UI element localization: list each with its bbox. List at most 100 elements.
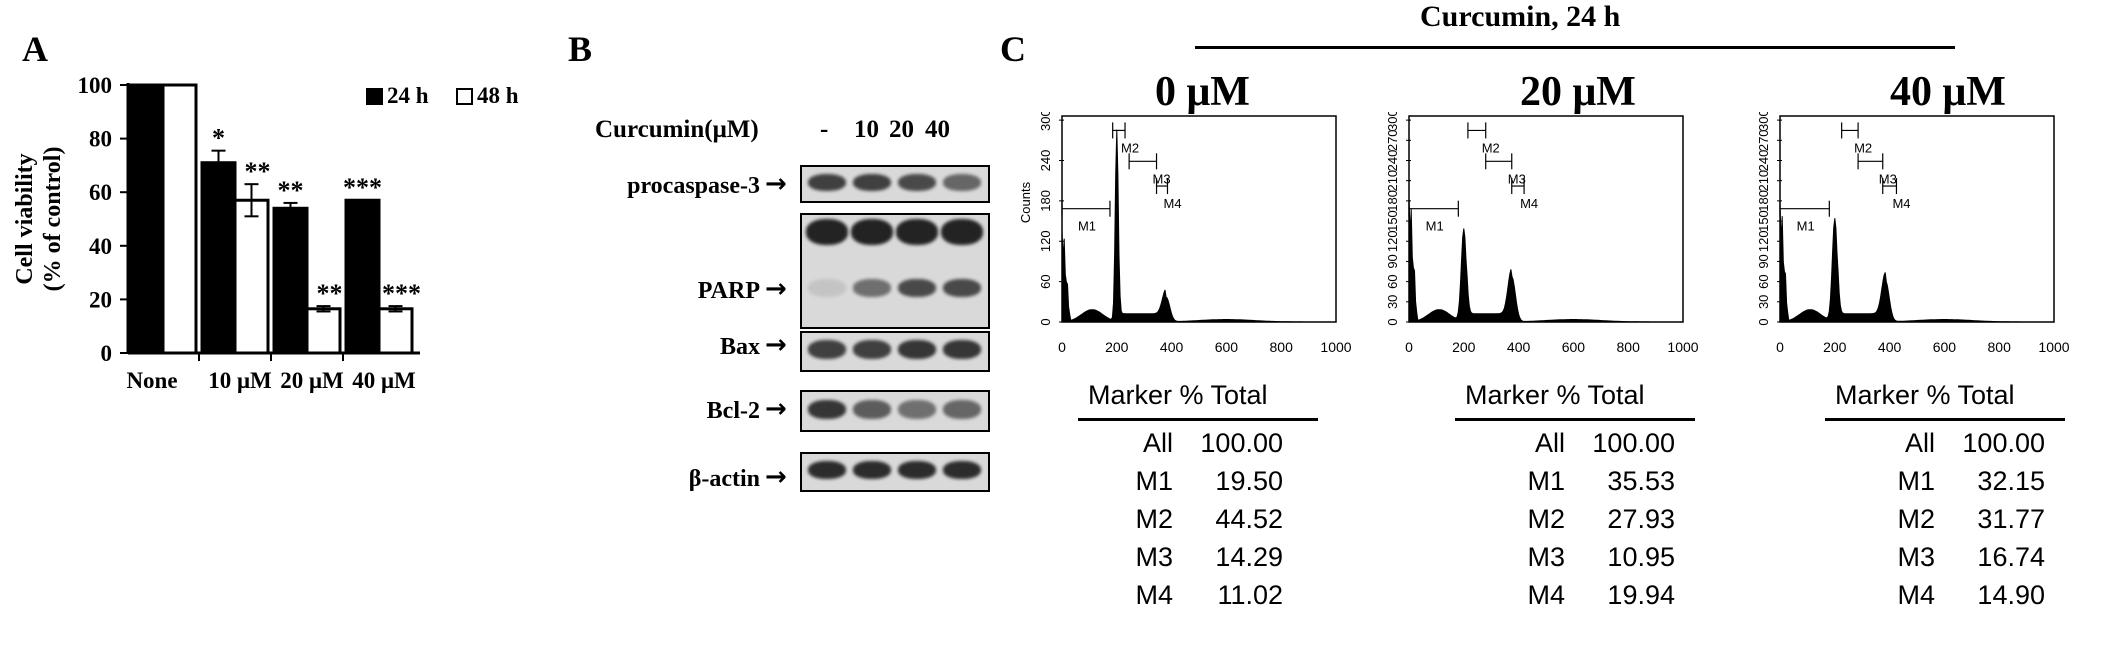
x-tick-label: 200 xyxy=(1105,339,1129,355)
y-tick-label: 180 xyxy=(1756,190,1771,212)
arrow-icon: → xyxy=(765,274,787,304)
stats-value: 11.02 xyxy=(1217,580,1283,610)
y-tick-label: 270 xyxy=(1756,129,1771,151)
blot-band xyxy=(898,400,936,419)
histogram-trace xyxy=(1408,198,1683,323)
y-tick-label: 100 xyxy=(78,73,113,98)
stats-rule xyxy=(1825,418,2065,421)
bar xyxy=(128,83,165,355)
blot-band xyxy=(808,400,846,419)
blot-band xyxy=(808,461,846,479)
blot-label: β-actin xyxy=(688,466,760,492)
blot-band xyxy=(941,219,983,245)
plot-frame xyxy=(1408,115,1684,323)
significance-label: *** xyxy=(382,279,421,308)
x-tick-label: 800 xyxy=(1988,339,2012,355)
arrow-icon: → xyxy=(765,394,787,424)
blot-band xyxy=(943,461,981,479)
stats-value: 16.74 xyxy=(1977,542,2045,572)
y-tick-label: 0 xyxy=(101,341,113,366)
blot-band xyxy=(943,340,981,359)
marker-label: M1 xyxy=(1078,219,1096,234)
marker-label: M2 xyxy=(1854,140,1872,155)
histogram-plot: M1 M2 M3 M4 xyxy=(1777,115,2055,323)
x-tick-label: 1000 xyxy=(2038,339,2069,355)
lane-label: 20 xyxy=(889,116,914,143)
stats-rule xyxy=(1078,418,1318,421)
y-tick-label: 120 xyxy=(1385,230,1400,252)
stats-marker: M1 xyxy=(1897,466,1935,496)
blot-band xyxy=(808,279,846,297)
histogram-x-axis: 0 200 400 600 800 1000 xyxy=(1776,339,2070,355)
stats-marker: M3 xyxy=(1897,542,1935,572)
stats-marker: All xyxy=(1534,428,1565,458)
x-tick-label: 800 xyxy=(1617,339,1641,355)
histogram-x-axis: 0 200 400 600 800 1000 xyxy=(1058,339,1352,355)
y-tick-label: 210 xyxy=(1756,170,1771,192)
marker-label: M2 xyxy=(1482,140,1500,155)
stats-marker: M2 xyxy=(1897,504,1935,534)
bar xyxy=(377,307,414,355)
stats-marker: All xyxy=(1142,428,1173,458)
stats-marker: M4 xyxy=(1135,580,1173,610)
marker-stats-table: Marker % Total All 100.00 M1 32.15 M2 31.77 M3 1… xyxy=(1825,380,2095,670)
blot-band xyxy=(853,340,891,359)
blot-label: Bcl-2 xyxy=(706,398,760,424)
y-axis-label-line2: (% of control) xyxy=(40,147,66,292)
lane-label: - xyxy=(820,116,829,143)
y-tick-label: 120 xyxy=(1756,230,1771,252)
blot-label: Bax xyxy=(719,334,760,360)
y-tick-label: 300 xyxy=(1038,112,1053,131)
panel-a-letter: A xyxy=(22,29,48,69)
x-tick-label: 40 μM xyxy=(352,368,416,393)
bar xyxy=(233,198,270,355)
stats-marker: M3 xyxy=(1527,542,1565,572)
stats-rule xyxy=(1455,418,1695,421)
stats-value: 14.29 xyxy=(1215,542,1283,572)
bar xyxy=(305,307,342,355)
arrow-icon: → xyxy=(765,330,787,360)
panel-c-title: Curcumin, 24 h xyxy=(1420,0,1621,33)
curcumin-header-label: Curcumin(μM) xyxy=(595,116,759,143)
title-rule xyxy=(1195,46,1955,49)
y-tick-label: 210 xyxy=(1385,170,1400,192)
stats-value: 19.94 xyxy=(1607,580,1675,610)
panel-b-letter: B xyxy=(568,29,593,69)
stats-value: 19.50 xyxy=(1215,466,1283,496)
x-tick-label: 20 μM xyxy=(280,368,344,393)
y-tick-label: 240 xyxy=(1385,150,1400,172)
plot-frame xyxy=(1779,115,2055,323)
stats-value: 31.77 xyxy=(1977,504,2045,534)
blot-band xyxy=(853,174,891,191)
legend-label-24h: 24 h xyxy=(387,83,429,108)
significance-label: * xyxy=(212,124,225,153)
marker-label: M3 xyxy=(1879,171,1897,186)
stats-value: 35.53 xyxy=(1607,466,1675,496)
bar xyxy=(200,161,237,355)
y-tick-label: 300 xyxy=(1385,112,1400,131)
blot-band xyxy=(808,340,846,359)
x-tick-label: 400 xyxy=(1160,339,1184,355)
y-tick-label: 90 xyxy=(1756,254,1771,268)
stats-value: 27.93 xyxy=(1607,504,1675,534)
y-tick-label: 0 xyxy=(1756,318,1771,325)
marker-stats-table: Marker % Total All 100.00 M1 19.50 M2 44.52 M3 1… xyxy=(1078,380,1348,670)
panel-c-letter: C xyxy=(1000,29,1026,69)
stats-value: 10.95 xyxy=(1607,542,1675,572)
x-tick-label: None xyxy=(126,368,177,393)
blot-band xyxy=(853,461,891,479)
y-tick-label: 40 xyxy=(89,234,112,259)
bar xyxy=(344,198,381,355)
stats-header: Marker % Total xyxy=(1835,380,2015,410)
y-axis-label: Counts xyxy=(1018,181,1033,223)
x-tick-label: 10 μM xyxy=(208,368,272,393)
blot-band xyxy=(806,219,848,245)
marker-label: M1 xyxy=(1797,219,1815,234)
significance-label: ** xyxy=(317,279,343,308)
blot-band xyxy=(898,279,936,297)
y-tick-label: 60 xyxy=(89,180,112,205)
marker-label: M4 xyxy=(1520,196,1538,211)
bar xyxy=(161,83,198,355)
x-tick-label: 200 xyxy=(1823,339,1847,355)
histogram-y-axis: 0 60 120 180 240 300 Counts xyxy=(1018,112,1053,326)
